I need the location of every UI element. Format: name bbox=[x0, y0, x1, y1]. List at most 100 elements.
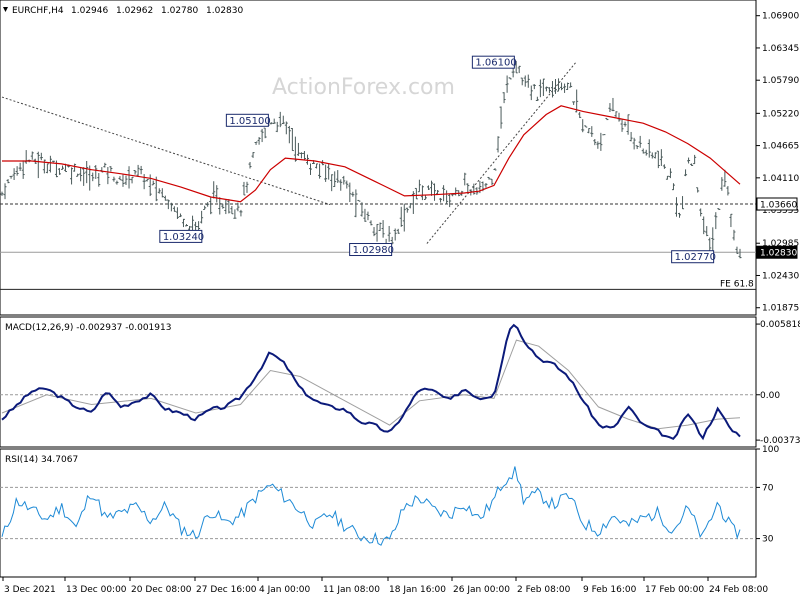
ohlc-bar bbox=[523, 75, 527, 87]
ohlc-bar bbox=[547, 87, 551, 93]
ohlc-bar bbox=[626, 114, 630, 135]
ohlc-bar bbox=[493, 168, 497, 171]
ohlc-bar bbox=[647, 139, 651, 158]
ohlc-bar bbox=[544, 86, 548, 92]
ohlc-bar bbox=[387, 225, 391, 242]
price-tick-label: 1.04110 bbox=[762, 174, 799, 184]
ohlc-bar bbox=[224, 199, 228, 215]
trendline-0[interactable] bbox=[1, 96, 331, 206]
ohlc-bar bbox=[272, 118, 276, 124]
ohlc-bar bbox=[112, 176, 116, 182]
ohlc-bar bbox=[79, 167, 83, 182]
x-tick-label: 9 Feb 16:00 bbox=[583, 585, 637, 595]
ohlc-bar bbox=[230, 206, 234, 215]
ohlc-bar bbox=[257, 137, 261, 145]
ohlc-bar bbox=[439, 197, 443, 203]
price-marker-box bbox=[756, 245, 798, 259]
ohlc-bar bbox=[6, 179, 10, 184]
ohlc-bar bbox=[490, 178, 494, 186]
ohlc-bar bbox=[51, 160, 55, 163]
x-tick-label: 27 Dec 16:00 bbox=[196, 585, 257, 595]
macd-tick-label: -0.003733 bbox=[760, 436, 800, 446]
ohlc-bar bbox=[563, 83, 567, 93]
ohlc-bar bbox=[278, 111, 282, 128]
ohlc-bar bbox=[617, 112, 621, 122]
ohlc-bar bbox=[315, 163, 319, 169]
ohlc-bar bbox=[363, 208, 367, 222]
ohlc-bar bbox=[445, 190, 449, 205]
ohlc-bar bbox=[73, 163, 77, 172]
ohlc-bar bbox=[254, 141, 258, 145]
ohlc-bar bbox=[738, 248, 742, 259]
ohlc-bar bbox=[30, 151, 34, 160]
ohlc-bar bbox=[629, 131, 633, 142]
ohlc-bar bbox=[463, 172, 467, 186]
ohlc-bar bbox=[508, 77, 512, 80]
ohlc-bar bbox=[242, 181, 246, 196]
price-tick-label: 1.06900 bbox=[762, 12, 799, 22]
ohlc-bar bbox=[9, 175, 13, 179]
ohlc-bar bbox=[251, 152, 255, 158]
ohlc-bar bbox=[296, 142, 300, 156]
ohlc-bar bbox=[674, 197, 678, 217]
ohlc-bar bbox=[393, 228, 397, 241]
ohlc-bar bbox=[426, 185, 430, 190]
ohlc-bar bbox=[696, 187, 700, 193]
ohlc-bar bbox=[227, 199, 231, 214]
ohlc-bar bbox=[532, 84, 536, 90]
x-tick-label: 4 Jan 00:00 bbox=[259, 585, 311, 595]
ohlc-bar bbox=[705, 226, 709, 237]
price-annotation: 1.05100 bbox=[225, 113, 271, 127]
annotation-label: 1.02980 bbox=[353, 245, 394, 256]
ohlc-bar bbox=[97, 173, 101, 187]
ohlc-bar bbox=[76, 173, 80, 177]
price-tick-label: 1.02430 bbox=[762, 271, 799, 281]
ohlc-bar bbox=[717, 208, 721, 211]
ohlc-bar bbox=[324, 164, 328, 182]
ohlc-bar bbox=[472, 183, 476, 195]
ohlc-bar bbox=[372, 227, 376, 237]
trendline-1[interactable] bbox=[426, 61, 577, 244]
price-marker-box bbox=[756, 197, 798, 211]
ohlc-bar bbox=[723, 169, 727, 187]
ohlc-bar bbox=[287, 125, 291, 144]
ohlc-bar bbox=[484, 182, 488, 188]
ohlc-bar bbox=[587, 128, 591, 134]
macd-signal-line bbox=[1, 339, 741, 430]
macd-line bbox=[1, 323, 741, 441]
ohlc-bar bbox=[505, 75, 509, 93]
ohlc-bar bbox=[91, 172, 95, 182]
ohlc-bar bbox=[248, 161, 252, 169]
ohlc-bar bbox=[239, 209, 243, 217]
ohlc-bar bbox=[233, 209, 237, 219]
ohlc-bar bbox=[124, 175, 128, 185]
ohlc-bar bbox=[3, 183, 7, 200]
annotation-label: 1.03240 bbox=[163, 232, 204, 243]
ohlc-bar bbox=[656, 150, 660, 169]
ohlc-bar bbox=[57, 168, 61, 175]
dropdown-triangle-icon[interactable] bbox=[3, 7, 8, 12]
ohlc-bar bbox=[290, 127, 294, 152]
low-value: 1.02780 bbox=[161, 6, 198, 16]
ohlc-bar bbox=[653, 152, 657, 159]
ohlc-bar bbox=[293, 136, 297, 162]
ohlc-bar bbox=[145, 178, 149, 182]
ohlc-bar bbox=[684, 169, 688, 177]
ohlc-bar bbox=[200, 210, 204, 224]
ohlc-bar bbox=[529, 85, 533, 101]
ohlc-bar bbox=[668, 168, 672, 179]
price-tick-label: 1.06345 bbox=[762, 44, 799, 54]
price-panel bbox=[0, 0, 757, 316]
ohlc-bar bbox=[517, 65, 521, 74]
rsi-title: RSI(14) 34.7067 bbox=[5, 455, 78, 465]
rsi-layer bbox=[0, 466, 756, 546]
ohlc-bar bbox=[454, 187, 458, 196]
ohlc-bar bbox=[357, 199, 361, 202]
ohlc-bar bbox=[130, 176, 134, 184]
price-annotation: 1.02980 bbox=[349, 243, 394, 256]
ohlc-bar bbox=[0, 191, 4, 196]
ohlc-bar bbox=[514, 60, 518, 74]
ohlc-bar bbox=[623, 121, 627, 127]
ohlc-bar bbox=[396, 228, 400, 234]
